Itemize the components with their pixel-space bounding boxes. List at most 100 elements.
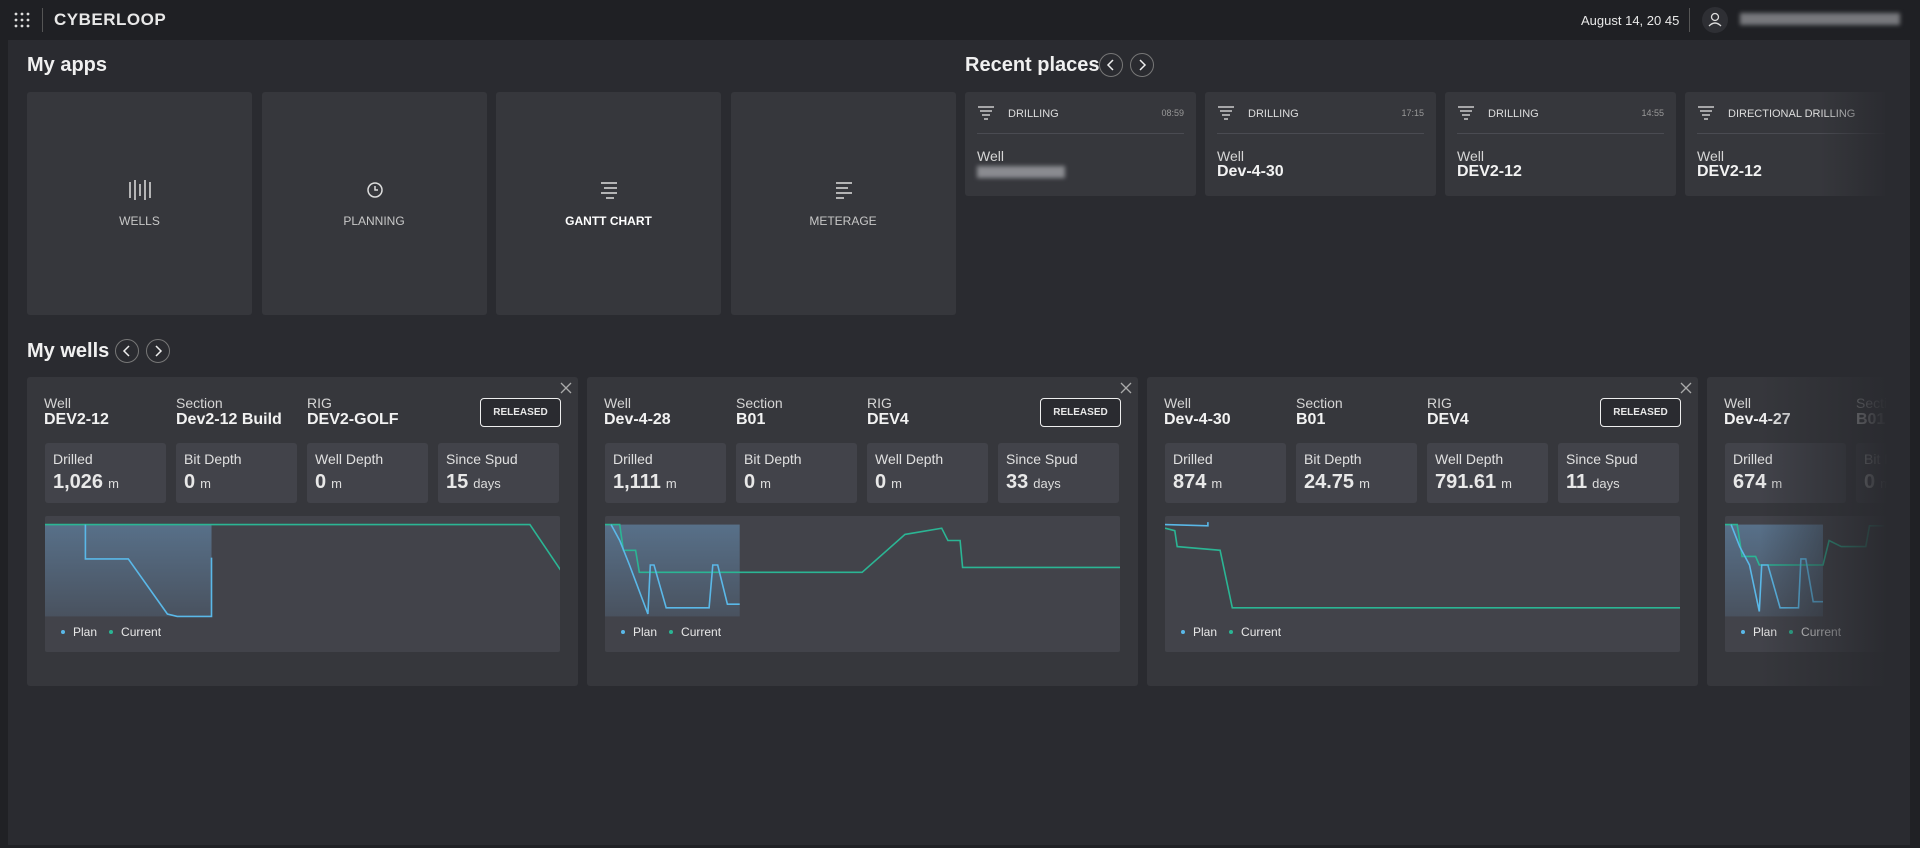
app-tile[interactable]: GANTT CHART	[496, 92, 721, 315]
field-label: Well	[1724, 395, 1751, 411]
app-tile[interactable]: METERAGE	[730, 92, 956, 315]
field-value: DEV2-12	[44, 411, 109, 428]
stat-box: Bit Depth 24.75 m	[1296, 443, 1417, 503]
plan-area	[605, 524, 740, 617]
app-icon	[601, 182, 617, 199]
well-card: Well DEV2-12 Section Dev2-12 Build RIG DEV2-G…	[27, 377, 578, 686]
stat-value: 674	[1733, 471, 1767, 493]
place-category: DRILLING	[1488, 108, 1539, 120]
close-button[interactable]	[559, 381, 573, 395]
recent-card[interactable]: DRILLING 08:59 Well	[965, 92, 1196, 196]
legend-dot	[621, 630, 625, 634]
datetime: August 14, 20 45	[1581, 13, 1680, 28]
status-button[interactable]: RELEASED	[1600, 398, 1681, 427]
legend-label: Current	[121, 625, 162, 639]
app-label: GANTT CHART	[565, 214, 652, 228]
stat-unit: m	[1501, 476, 1513, 491]
stat-unit: m	[760, 476, 771, 491]
stat-label: Since Spud	[1006, 451, 1078, 467]
field-value: Dev2-12 Build	[176, 411, 282, 428]
place-category: DRILLING	[1008, 108, 1059, 120]
stat-unit: m	[108, 476, 119, 491]
field-label: Well	[44, 395, 71, 411]
stat-unit: m	[200, 476, 211, 491]
legend-dot	[1181, 630, 1185, 634]
stat-value-row: 24.75 m	[1304, 471, 1370, 494]
apps-grid-icon[interactable]	[14, 12, 30, 28]
legend-label: Plan	[73, 625, 98, 639]
app-label: WELLS	[119, 214, 160, 228]
next-button[interactable]	[146, 339, 170, 363]
stat-value: 0	[744, 471, 756, 493]
user-avatar[interactable]	[1702, 7, 1728, 33]
stat-value-row: 11 days	[1566, 471, 1620, 494]
stat-value: 15	[446, 471, 469, 493]
divider	[977, 133, 1184, 134]
stat-value: 1,026	[53, 471, 104, 493]
recent-card[interactable]: DRILLING 17:15 Well Dev-4-30	[1205, 92, 1436, 196]
section-title: My apps	[27, 54, 108, 76]
divider	[1689, 8, 1690, 32]
drilling-icon	[978, 106, 994, 120]
app-tile[interactable]: PLANNING	[261, 92, 487, 315]
app-label: PLANNING	[343, 214, 405, 228]
place-label: Well	[1457, 148, 1484, 164]
well-chart: Plan Current	[1164, 516, 1681, 652]
stat-unit: m	[1359, 476, 1370, 491]
stat-value: 791.61	[1435, 471, 1497, 493]
place-category: DRILLING	[1248, 108, 1299, 120]
recent-card[interactable]: DRILLING 14:55 Well DEV2-12	[1445, 92, 1676, 196]
status-button[interactable]: RELEASED	[1040, 398, 1121, 427]
brand: CYBERLOOP	[54, 10, 167, 29]
drilling-icon	[1698, 106, 1714, 120]
place-value: DEV2-12	[1697, 163, 1762, 180]
field-label: Well	[604, 395, 631, 411]
legend-label: Current	[681, 625, 722, 639]
fade	[1820, 92, 1890, 196]
prev-button[interactable]	[1099, 53, 1123, 77]
stat-value: 0	[315, 471, 327, 493]
app-icon	[835, 182, 852, 199]
well-chart: Plan Current	[45, 516, 562, 652]
field-label: RIG	[307, 395, 332, 411]
legend: Plan Current	[621, 625, 721, 639]
field-value: DEV2-GOLF	[307, 411, 399, 428]
field-value: Dev-4-30	[1164, 411, 1231, 428]
plan-line	[610, 524, 740, 615]
fade	[1760, 377, 1910, 687]
place-value: Dev-4-30	[1217, 163, 1284, 180]
close-button[interactable]	[1119, 381, 1133, 395]
stat-label: Drilled	[613, 451, 653, 467]
stat-value: 0	[875, 471, 887, 493]
stat-unit: days	[1033, 476, 1061, 491]
stat-unit: days	[473, 476, 501, 491]
well-card: Well Dev-4-28 Section B01 RIG DEV4 RELEASED Dri…	[587, 377, 1138, 686]
stat-unit: days	[1592, 476, 1620, 491]
legend-label: Current	[1241, 625, 1282, 639]
chart-lines	[605, 523, 1121, 617]
legend-dot	[669, 630, 674, 634]
close-button[interactable]	[1679, 381, 1693, 395]
app-label: METERAGE	[809, 214, 877, 228]
stat-box: Well Depth 0 m	[307, 443, 428, 503]
place-time: 14:55	[1641, 108, 1664, 118]
legend-dot	[61, 630, 65, 634]
plan-line	[84, 524, 213, 618]
stat-box: Well Depth 0 m	[867, 443, 988, 503]
field-label: Section	[1296, 395, 1343, 411]
stat-box: Since Spud 11 days	[1558, 443, 1679, 503]
stat-label: Drilled	[53, 451, 93, 467]
stat-box: Drilled 1,026 m	[45, 443, 166, 503]
status-button[interactable]: RELEASED	[480, 398, 561, 427]
app-tile[interactable]: WELLS	[27, 92, 252, 315]
field-value: B01	[1296, 411, 1326, 428]
stat-label: Well Depth	[1435, 451, 1504, 467]
next-button[interactable]	[1130, 53, 1154, 77]
stat-label: Drilled	[1173, 451, 1213, 467]
divider	[1697, 133, 1885, 134]
prev-button[interactable]	[115, 339, 139, 363]
